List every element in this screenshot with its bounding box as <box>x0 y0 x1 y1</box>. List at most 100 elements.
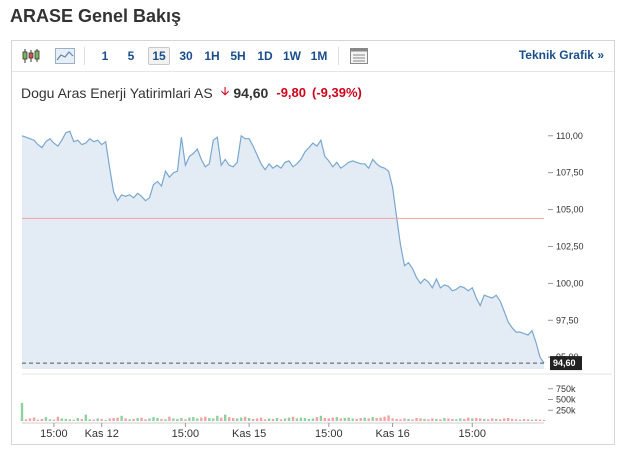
volume-bar <box>503 418 506 421</box>
volume-bar <box>411 419 414 421</box>
x-tick-label: 15:00 <box>172 428 200 440</box>
last-price-tag <box>550 356 582 371</box>
volume-bar <box>104 420 107 421</box>
last-price-tag-label: 94,60 <box>553 358 576 368</box>
volume-bar <box>427 419 430 421</box>
volume-bar <box>212 418 215 421</box>
candlestick-icon[interactable] <box>20 46 42 66</box>
instrument-name: Dogu Aras Enerji Yatirimlari AS <box>21 84 213 101</box>
volume-bar <box>323 418 326 421</box>
technical-chart-link[interactable]: Teknik Grafik » <box>518 48 604 62</box>
volume-bar <box>367 418 370 421</box>
volume-bar <box>355 418 358 421</box>
volume-bar <box>311 418 315 421</box>
volume-bar <box>92 419 95 421</box>
volume-bar <box>403 418 406 421</box>
x-tick-label: Kas 15 <box>232 428 266 440</box>
volume-bar <box>299 417 303 421</box>
volume-bar <box>395 418 398 421</box>
interval-1w[interactable]: 1W <box>283 49 301 63</box>
volume-bar <box>156 418 159 421</box>
x-tick-label: 15:00 <box>315 428 343 440</box>
volume-bar <box>283 418 287 421</box>
volume-bar <box>144 419 147 421</box>
volume-bar <box>204 416 207 421</box>
volume-bar <box>379 417 382 421</box>
volume-bar <box>172 418 175 421</box>
volume-bar <box>267 418 271 421</box>
y-tick-label: 110,00 <box>556 131 583 141</box>
interval-1h[interactable]: 1H <box>204 49 220 63</box>
volume-bar <box>68 419 71 421</box>
volume-bar <box>120 415 123 421</box>
volume-bar <box>471 418 474 421</box>
volume-bar <box>96 418 99 421</box>
volume-bar <box>52 419 56 421</box>
volume-bar <box>243 416 247 421</box>
volume-bar <box>303 418 307 421</box>
volume-bar <box>435 418 438 421</box>
volume-bar <box>216 415 219 421</box>
y-tick-label: 97,50 <box>556 315 579 325</box>
interval-1d[interactable]: 1D <box>257 49 273 63</box>
volume-bar <box>24 419 28 421</box>
volume-bar <box>443 418 446 421</box>
x-tick-label: 15:00 <box>40 428 68 440</box>
area-chart-icon[interactable] <box>54 46 76 66</box>
volume-bar <box>251 418 255 421</box>
volume-bar <box>522 418 526 421</box>
y-tick-label: 100,00 <box>556 278 584 288</box>
volume-bar <box>423 418 426 421</box>
interval-5[interactable]: 5 <box>127 49 135 63</box>
volume-bar <box>307 418 311 421</box>
volume-bar <box>72 419 75 421</box>
interval-30[interactable]: 30 <box>179 49 193 63</box>
volume-bar <box>263 419 267 421</box>
volume-bar <box>506 418 510 421</box>
page-title: ARASE Genel Bakış <box>10 6 182 26</box>
volume-bar <box>240 417 243 421</box>
volume-bar <box>200 417 203 421</box>
volume-bar <box>463 418 466 421</box>
x-tick-label: Kas 12 <box>85 428 119 440</box>
x-tick-label: Kas 16 <box>375 428 409 440</box>
volume-bar <box>291 416 295 421</box>
volume-bar <box>20 402 24 421</box>
volume-bar <box>80 418 83 421</box>
volume-bar <box>455 419 458 421</box>
volume-bar <box>315 417 319 421</box>
volume-bar <box>279 419 283 421</box>
volume-bar <box>327 418 330 421</box>
table-icon[interactable] <box>348 46 370 66</box>
volume-bar <box>542 420 546 421</box>
interval-5h[interactable]: 5H <box>230 49 246 63</box>
volume-bar <box>483 418 486 421</box>
volume-bar <box>439 419 442 421</box>
volume-bar <box>459 418 462 421</box>
volume-bar <box>136 418 139 421</box>
volume-bar <box>255 418 259 421</box>
interval-1[interactable]: 1 <box>101 49 109 63</box>
last-price: 94,60 <box>233 84 269 101</box>
volume-bar <box>40 418 44 421</box>
x-tick-label: 15:00 <box>459 428 487 440</box>
volume-bar <box>271 418 275 421</box>
volume-bar <box>116 417 119 421</box>
interval-1m[interactable]: 1M <box>310 49 328 63</box>
volume-bar <box>188 417 191 421</box>
volume-bar <box>495 418 498 421</box>
interval-15[interactable]: 15 <box>148 47 170 65</box>
volume-bar <box>192 417 195 421</box>
volume-bar <box>335 417 338 421</box>
volume-bar <box>510 418 514 421</box>
volume-bar <box>319 415 323 421</box>
volume-bar <box>160 418 163 421</box>
volume-bar <box>499 419 502 421</box>
volume-bar <box>399 419 402 421</box>
volume-bar <box>124 418 127 421</box>
price-change-percent: (-9,39%) <box>312 85 362 100</box>
volume-bar <box>415 418 418 421</box>
volume-bar <box>343 418 346 421</box>
volume-bar <box>76 418 79 421</box>
volume-bar <box>347 417 350 421</box>
